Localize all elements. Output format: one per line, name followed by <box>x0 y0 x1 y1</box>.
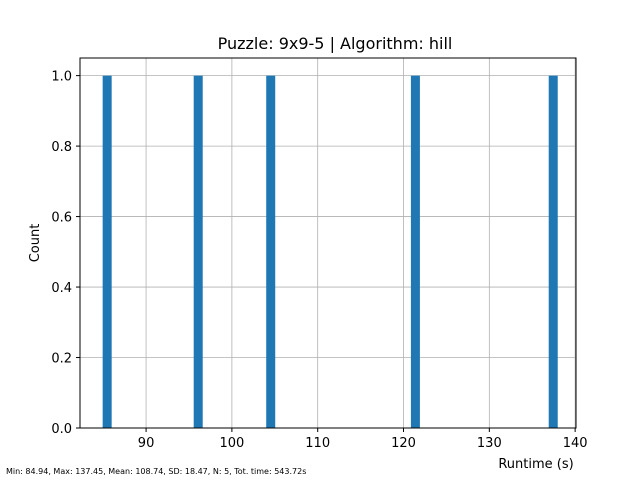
x-axis-ticks: 90 100 110 120 130 140 <box>138 428 588 451</box>
y-tick-label: 0.2 <box>51 352 72 367</box>
x-tick-label: 100 <box>219 436 244 451</box>
y-axis-ticks: 0.0 0.2 0.4 0.6 0.8 1.0 <box>51 70 80 437</box>
plot-background <box>80 58 576 428</box>
y-tick-label: 0.6 <box>51 211 72 226</box>
y-tick-label: 0.0 <box>51 422 72 437</box>
plot-area: 90 100 110 120 130 140 0.0 0.2 0.4 0.6 0.8 1.0 <box>51 57 588 451</box>
histogram-bar <box>548 75 558 428</box>
x-tick-label: 90 <box>138 436 155 451</box>
stats-note: Min: 84.94, Max: 137.45, Mean: 108.74, S… <box>6 467 306 476</box>
x-tick-label: 120 <box>391 436 416 451</box>
y-tick-label: 0.4 <box>51 281 72 296</box>
x-axis-label: Runtime (s) <box>498 457 573 472</box>
x-tick-label: 110 <box>305 436 330 451</box>
histogram-bar <box>266 75 276 428</box>
grid-layer <box>80 58 576 429</box>
bars-layer <box>102 75 558 428</box>
histogram-bar <box>410 75 420 428</box>
chart-title: Puzzle: 9x9-5 | Algorithm: hill <box>218 34 453 53</box>
histogram-bar <box>193 75 203 428</box>
x-tick-label: 140 <box>563 436 588 451</box>
plot-frame <box>79 57 577 429</box>
x-tick-label: 130 <box>477 436 502 451</box>
histogram-bar <box>102 75 112 428</box>
y-tick-label: 1.0 <box>51 70 72 85</box>
y-tick-label: 0.8 <box>51 140 72 155</box>
y-axis-label: Count <box>28 224 43 263</box>
